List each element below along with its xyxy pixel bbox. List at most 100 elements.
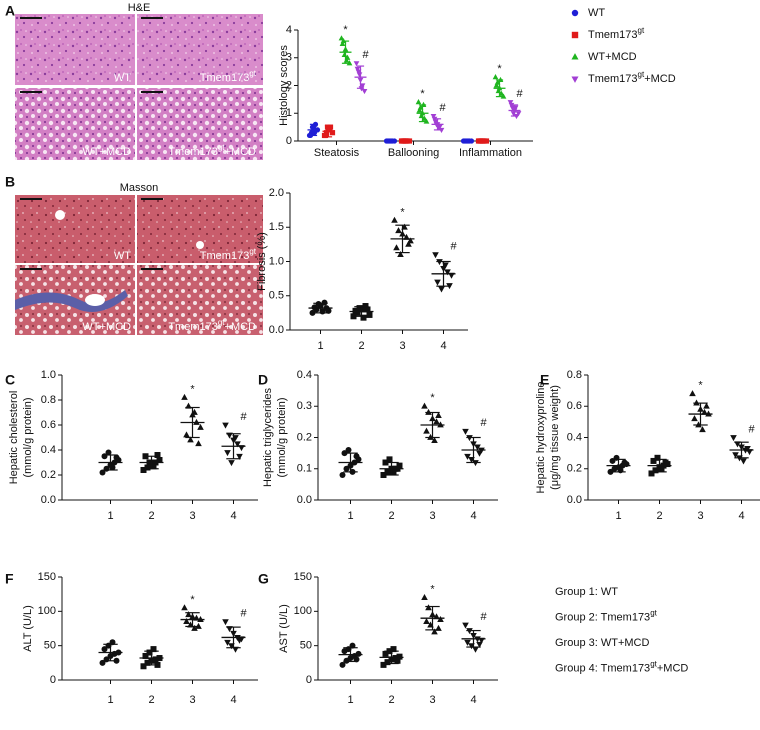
superscript: gt [638, 26, 645, 35]
point [384, 468, 391, 475]
point [380, 661, 387, 668]
point [339, 661, 346, 668]
point [689, 390, 696, 397]
significance-mark: * [190, 594, 195, 606]
point [236, 453, 243, 460]
y-axis-label: Hepatic cholesterol [8, 391, 20, 485]
text-part: Group 1: WT [555, 586, 618, 598]
y-tick-label: 0 [306, 674, 312, 686]
point [311, 304, 318, 311]
y-tick-label: 0 [50, 674, 56, 686]
y-tick-label: 1 [286, 107, 292, 119]
point [423, 427, 430, 434]
y-tick-label: 1.0 [41, 369, 56, 381]
panel-label: E [540, 372, 549, 388]
y-tick-label: 0.8 [567, 369, 582, 381]
point [492, 74, 499, 80]
point [187, 436, 194, 443]
point [432, 252, 439, 259]
point [309, 309, 316, 316]
point [515, 111, 522, 117]
point [360, 314, 367, 321]
point [435, 412, 442, 419]
point [476, 641, 483, 648]
point [105, 449, 112, 456]
significance-mark: # [480, 417, 487, 429]
point [434, 279, 441, 286]
x-tick-label: Inflammation [459, 147, 522, 159]
y-tick-label: 0.0 [269, 324, 284, 336]
point [462, 622, 469, 629]
point [386, 456, 393, 463]
x-tick-label: 3 [429, 510, 435, 522]
point [345, 447, 352, 453]
text-part: +MCD [657, 662, 689, 674]
point [732, 452, 739, 459]
legend-marker [571, 53, 579, 60]
point [423, 118, 430, 124]
point [152, 656, 159, 663]
point [101, 646, 108, 653]
y-tick-label: 100 [294, 605, 312, 617]
significance-mark: * [430, 584, 435, 596]
significance-mark: * [430, 392, 435, 404]
x-tick-label: 1 [107, 694, 113, 706]
point [150, 463, 157, 470]
point [699, 426, 706, 433]
y-tick-label: 0.4 [297, 369, 312, 381]
x-tick-label: 1 [347, 694, 353, 706]
x-tick-label: Ballooning [388, 147, 439, 159]
text-part: Tmem173 [588, 29, 638, 41]
x-tick-label: 3 [697, 510, 703, 522]
point [740, 458, 747, 465]
point [326, 127, 333, 133]
superscript: gt [638, 70, 645, 79]
y-tick-label: 0.0 [567, 494, 582, 506]
significance-mark: # [240, 411, 247, 423]
x-tick-label: Steatosis [314, 147, 360, 159]
y-tick-label: 150 [294, 571, 312, 583]
vessel [55, 210, 65, 220]
point [380, 472, 387, 478]
point [744, 446, 751, 453]
point [396, 653, 403, 660]
text-part: +MCD [225, 146, 257, 158]
point [648, 470, 655, 477]
image-label: WT [114, 250, 131, 262]
text-part: Tmem173 [200, 72, 250, 84]
y-tick-label: 3 [286, 52, 292, 64]
superscript: gt [249, 247, 256, 256]
point [356, 305, 363, 312]
x-tick-label: 2 [656, 510, 662, 522]
point [405, 240, 412, 247]
point [650, 457, 657, 464]
point [197, 423, 204, 430]
point [144, 659, 151, 666]
point [329, 130, 336, 136]
significance-mark: * [343, 24, 348, 36]
point [703, 402, 710, 409]
point [183, 431, 190, 438]
y-tick-label: 0.2 [41, 469, 56, 481]
point [621, 459, 628, 466]
x-tick-label: 2 [148, 510, 154, 522]
text-part: Group 4: Tmem173 [555, 662, 650, 674]
point [150, 646, 157, 653]
point [421, 594, 428, 600]
point [444, 269, 451, 276]
panel-label: D [258, 372, 268, 388]
point [474, 444, 481, 451]
text-part: Tmem173 [168, 321, 218, 333]
significance-mark: * [698, 380, 703, 392]
y-tick-label: 0.2 [567, 463, 582, 475]
point [352, 307, 359, 314]
y-axis-label: AST (U/L) [278, 604, 290, 653]
significance-mark: # [516, 88, 523, 100]
significance-mark: * [420, 88, 425, 100]
image-label: WT+MCD [82, 146, 131, 158]
text-part: Tmem173 [200, 250, 250, 262]
point [462, 428, 469, 435]
point [339, 40, 346, 46]
point [662, 459, 669, 466]
y-tick-label: 0.5 [269, 290, 284, 302]
